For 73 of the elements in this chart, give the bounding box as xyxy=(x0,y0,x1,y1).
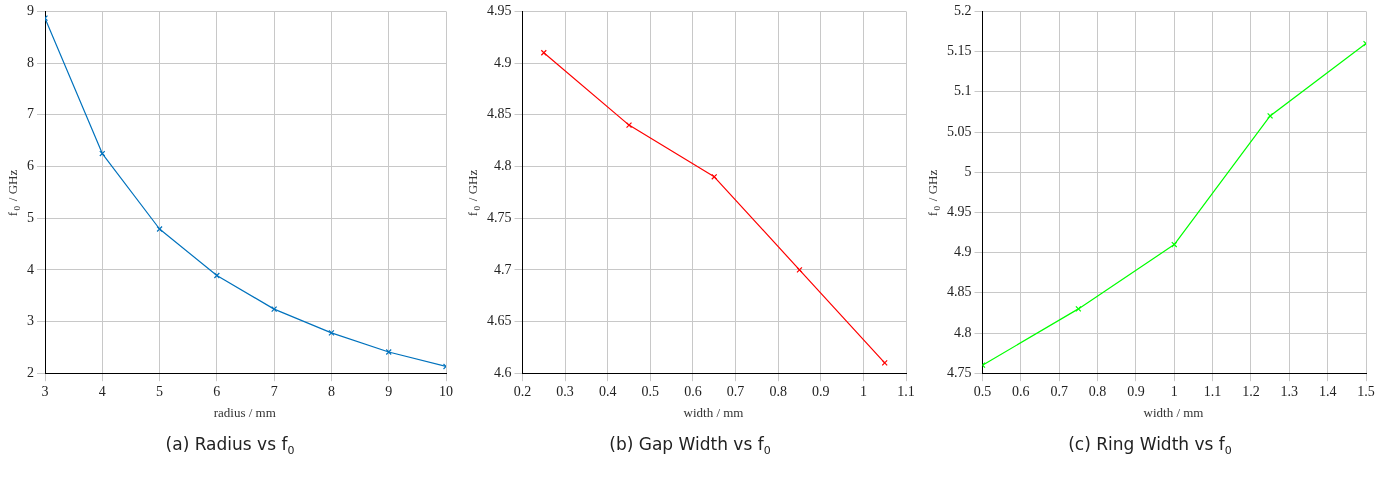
x-tick-label: 8 xyxy=(327,384,335,400)
y-tick-label: 4.9 xyxy=(494,54,512,70)
y-tick-label: 6 xyxy=(27,158,34,174)
y-tick-label: 3 xyxy=(27,313,34,329)
y-tick-label: 4.8 xyxy=(494,158,512,174)
y-tick-label: 5.05 xyxy=(947,123,972,139)
x-tick-label: 1.2 xyxy=(1242,384,1260,400)
y-tick-label: 4.65 xyxy=(487,313,512,329)
y-tick-label: 8 xyxy=(27,54,34,70)
x-tick-label: 0.4 xyxy=(598,384,617,400)
point xyxy=(156,225,163,233)
x-tick-label: 0.3 xyxy=(556,384,574,400)
x-tick-label: 0.8 xyxy=(769,384,787,400)
y-tick-label: 5 xyxy=(27,209,34,225)
y-tick-label: 4.7 xyxy=(494,261,512,277)
y-tick-label: 4.75 xyxy=(487,209,512,225)
point xyxy=(99,150,106,157)
x-tick-label: 1 xyxy=(1170,384,1178,400)
y-tick-label: 4.95 xyxy=(487,3,512,19)
x-tick-label: 0.7 xyxy=(726,384,745,400)
x-tick-label: 1.3 xyxy=(1280,384,1299,400)
y-tick-label: 5.15 xyxy=(947,43,972,59)
y-axis-title: f0 / GHz xyxy=(925,169,943,217)
point xyxy=(328,329,335,336)
x-tick-label: 4 xyxy=(98,384,106,400)
point xyxy=(213,272,220,279)
x-tick-label: 0.7 xyxy=(1050,384,1068,400)
text: (c) Ring Width vs f$_{0}$ xyxy=(1067,434,1233,458)
y-tick-label: 4.8 xyxy=(954,324,972,340)
point xyxy=(881,359,888,366)
x-axis-title: radius / mm xyxy=(213,404,276,420)
x-tick-label: 0.6 xyxy=(684,384,702,400)
point xyxy=(385,348,392,356)
x-axis-title: width / mm xyxy=(1143,404,1204,420)
x-tick-label: 1 xyxy=(859,384,867,400)
y-tick-label: 4 xyxy=(27,261,34,277)
y-axis-title: f0 / GHz xyxy=(465,169,483,217)
y-tick-label: 7 xyxy=(27,106,34,122)
y-tick-label: 4.9 xyxy=(954,244,972,260)
x-tick-label: 0.9 xyxy=(812,384,830,400)
x-tick-label: 9 xyxy=(385,384,393,400)
x-tick-label: 5 xyxy=(156,384,164,400)
y-tick-label: 5 xyxy=(964,163,972,179)
x-tick-label: 10 xyxy=(439,384,453,400)
y-axis-title: f0 / GHz xyxy=(5,169,23,217)
text: (b) Gap Width vs f$_{0}$ xyxy=(608,434,772,458)
text: (a) Radius vs f$_{0}$ xyxy=(164,434,296,458)
y-tick-label: 2 xyxy=(27,364,34,380)
y-tick-label: 4.85 xyxy=(947,284,972,300)
point xyxy=(796,266,803,273)
x-tick-label: 1.1 xyxy=(1203,384,1222,400)
y-tick-label: 5.2 xyxy=(954,3,972,19)
y-tick-label: 5.1 xyxy=(954,83,972,99)
y-tick-label: 4.85 xyxy=(487,106,512,122)
x-tick-label: 1.1 xyxy=(897,384,915,400)
point xyxy=(1075,305,1082,312)
x-tick-label: 0.9 xyxy=(1127,384,1145,400)
x-tick-label: 1.5 xyxy=(1357,384,1375,400)
y-tick-label: 4.95 xyxy=(947,204,972,220)
x-tick-label: 0.5 xyxy=(973,384,992,400)
y-tick-label: 4.6 xyxy=(494,364,512,380)
x-tick-label: 0.6 xyxy=(1012,384,1030,400)
y-tick-label: 4.75 xyxy=(947,364,972,380)
x-tick-label: 7 xyxy=(270,384,278,400)
y-tick-label: 9 xyxy=(27,3,34,19)
x-tick-label: 0.2 xyxy=(513,384,532,400)
x-tick-label: 0.8 xyxy=(1088,384,1107,400)
x-tick-label: 1.4 xyxy=(1318,384,1337,400)
point xyxy=(1171,241,1178,248)
x-tick-label: 3 xyxy=(41,384,49,400)
x-axis-title: width / mm xyxy=(683,404,744,420)
x-tick-label: 6 xyxy=(213,384,221,400)
x-tick-label: 0.5 xyxy=(641,384,660,400)
